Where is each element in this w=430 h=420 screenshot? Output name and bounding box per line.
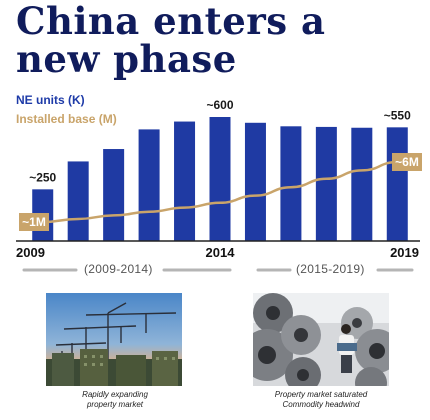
legend-installed-base: Installed base (M)	[16, 112, 117, 126]
base-label-end-box	[392, 153, 422, 171]
bar-2015	[244, 122, 266, 241]
bar-label-peak: ~600	[206, 98, 233, 112]
base-label-start: ~1M	[22, 215, 46, 229]
bar-label-last: ~550	[384, 108, 411, 122]
steel-coils-photo	[253, 293, 389, 386]
base-label-end: ~6M	[395, 155, 419, 169]
caption-right: Property market saturated Commodity head…	[236, 390, 406, 410]
bar-label-first: ~250	[29, 170, 56, 184]
bar-2018	[351, 127, 373, 241]
caption-left: Rapidly expanding property market	[30, 390, 200, 410]
x-tick-2014: 2014	[206, 245, 236, 260]
title-line-1: China enters a	[16, 0, 326, 43]
legend-ne-units: NE units (K)	[16, 93, 85, 107]
base-label-start-box	[19, 213, 49, 231]
labels-group: ~250 ~600 ~550 ~1M ~6M 2009 2014 2019	[16, 98, 422, 260]
bar-2010	[67, 161, 89, 241]
bar-2012	[138, 129, 160, 241]
page-title: China enters a new phase	[16, 2, 325, 78]
construction-cranes-photo	[46, 293, 182, 386]
bar-line-chart: ~250 ~600 ~550 ~1M ~6M 2009 2014 2019	[16, 98, 422, 272]
bar-2019	[386, 127, 408, 241]
period-label-right: (2015-2019)	[296, 262, 365, 276]
bars-group	[32, 117, 408, 241]
title-line-2: new phase	[16, 37, 237, 81]
period-label-left: (2009-2014)	[84, 262, 153, 276]
caption-left-line-2: property market	[86, 400, 144, 409]
bar-2014	[209, 117, 231, 241]
x-tick-2009: 2009	[16, 245, 45, 260]
caption-right-line-1: Property market saturated	[274, 390, 368, 399]
bar-2017	[315, 126, 337, 241]
x-tick-2019: 2019	[390, 245, 419, 260]
installed-base-line	[42, 160, 398, 224]
caption-right-line-2: Commodity headwind	[282, 400, 360, 409]
bar-2011	[103, 149, 125, 241]
bar-2013	[174, 121, 196, 241]
bar-2016	[280, 126, 302, 241]
caption-left-line-1: Rapidly expanding	[82, 390, 148, 399]
